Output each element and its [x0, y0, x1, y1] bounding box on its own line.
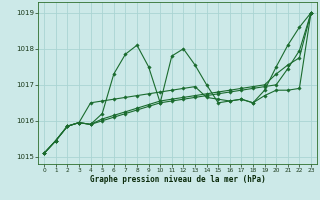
X-axis label: Graphe pression niveau de la mer (hPa): Graphe pression niveau de la mer (hPa) [90, 175, 266, 184]
